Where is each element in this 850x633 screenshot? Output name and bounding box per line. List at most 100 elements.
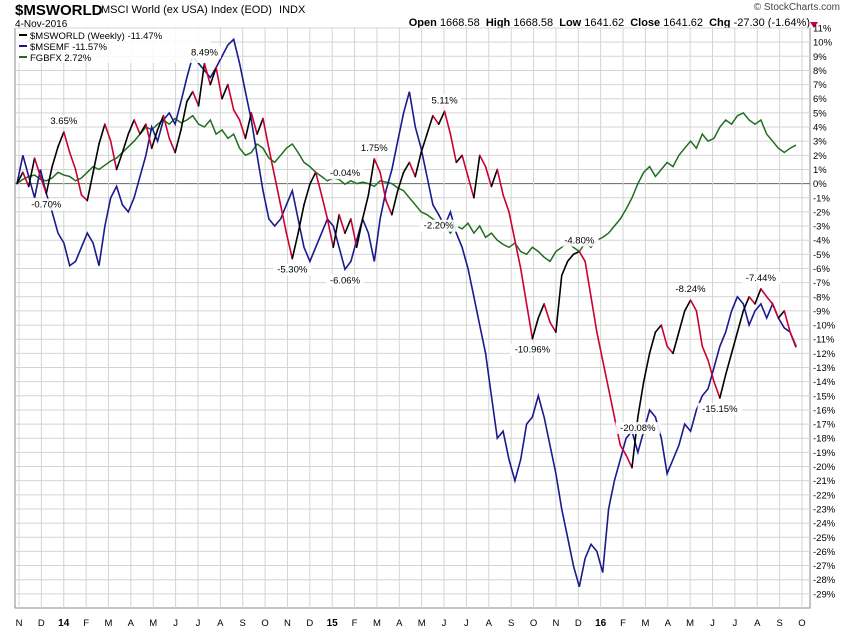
series-segment-msworld bbox=[338, 213, 346, 234]
series-segment-msworld bbox=[508, 211, 516, 241]
series-segment-msworld bbox=[121, 133, 130, 154]
low-label: Low bbox=[559, 17, 582, 29]
x-tick-label: F bbox=[620, 618, 626, 629]
series-segment-msworld bbox=[215, 66, 223, 100]
y-tick-label: -23% bbox=[813, 504, 836, 515]
down-arrow-icon bbox=[810, 22, 818, 28]
series-segment-msworld bbox=[519, 267, 528, 305]
series-segment-msworld bbox=[437, 110, 446, 125]
series-segment-msworld bbox=[197, 62, 206, 107]
y-tick-label: -28% bbox=[813, 575, 836, 586]
annotation-label: -0.04% bbox=[330, 168, 361, 179]
y-tick-label: -21% bbox=[813, 476, 836, 487]
x-tick-label: S bbox=[240, 618, 246, 629]
series-segment-msworld bbox=[250, 112, 258, 135]
annotation-label: 1.75% bbox=[361, 143, 388, 154]
series-segment-msworld bbox=[625, 454, 633, 469]
y-tick-label: -11% bbox=[813, 335, 835, 346]
annotation-label: -6.06% bbox=[330, 275, 361, 286]
y-tick-label: 7% bbox=[813, 80, 827, 91]
x-tick-label: 15 bbox=[327, 618, 339, 629]
series-segment-msworld bbox=[162, 114, 171, 140]
series-segment-msworld bbox=[221, 83, 229, 100]
series-segment-msworld bbox=[531, 317, 540, 340]
annotation-bg bbox=[357, 141, 391, 154]
annotation-bg bbox=[559, 234, 599, 247]
series-segment-msworld bbox=[361, 194, 370, 220]
series-segment-msworld bbox=[666, 345, 674, 355]
x-tick-label: N bbox=[16, 618, 23, 629]
series-segment-msworld bbox=[490, 168, 499, 188]
x-tick-label: J bbox=[733, 618, 738, 629]
series-segment-msworld bbox=[572, 250, 581, 256]
series-segment-msworld bbox=[754, 288, 762, 305]
x-tick-label: A bbox=[217, 618, 224, 629]
series-segment-msworld bbox=[672, 331, 680, 355]
series-segment-msworld bbox=[760, 288, 768, 298]
exchange-text: INDX bbox=[279, 4, 306, 16]
series-segment-msworld bbox=[115, 151, 124, 171]
series-segment-msworld bbox=[186, 90, 194, 103]
series-segment-msworld bbox=[426, 114, 434, 135]
legend-msemf-label: $MSEMF -11.57% bbox=[30, 42, 107, 53]
annotation-bg bbox=[187, 46, 221, 59]
series-line-msemf bbox=[16, 37, 797, 588]
y-tick-label: -22% bbox=[813, 490, 836, 501]
series-segment-msworld bbox=[443, 110, 452, 135]
x-tick-label: 14 bbox=[58, 618, 70, 629]
series-segment-msworld bbox=[80, 194, 89, 202]
series-segment-msworld bbox=[57, 131, 65, 148]
annotation-label: -8.24% bbox=[676, 284, 707, 295]
annotation-label: 5.11% bbox=[431, 95, 458, 106]
x-tick-label: 16 bbox=[595, 618, 607, 629]
series-segment-msworld bbox=[86, 171, 94, 202]
annotation-bg bbox=[428, 94, 462, 107]
series-segment-msworld bbox=[601, 359, 610, 390]
series-segment-msworld bbox=[455, 154, 463, 164]
annotation-label: -4.80% bbox=[564, 236, 595, 247]
series-segment-msworld bbox=[555, 274, 563, 333]
series-segment-msworld bbox=[191, 90, 200, 107]
series-segment-msworld bbox=[449, 133, 458, 164]
x-tick-label: J bbox=[464, 618, 469, 629]
series-segment-msworld bbox=[596, 331, 604, 362]
annotation-bg bbox=[510, 343, 555, 356]
series-segment-msworld bbox=[168, 137, 176, 154]
annotation-label: -15.15% bbox=[702, 404, 738, 415]
series-segment-msworld bbox=[402, 161, 411, 174]
high-value: 1668.58 bbox=[513, 17, 554, 29]
series-segment-msworld bbox=[63, 131, 71, 154]
y-tick-label: -25% bbox=[813, 533, 836, 544]
series-segment-msworld bbox=[320, 194, 329, 220]
index-description: MSCI World (ex USA) Index (EOD) INDX bbox=[101, 4, 305, 16]
plot-frame bbox=[14, 27, 811, 609]
y-tick-label: -6% bbox=[813, 264, 830, 275]
series-segment-msworld bbox=[279, 204, 288, 234]
series-segment-msworld bbox=[174, 129, 182, 154]
x-tick-label: J bbox=[442, 618, 447, 629]
series-segment-msworld bbox=[537, 303, 545, 319]
series-segment-msworld bbox=[461, 154, 469, 178]
x-tick-label: S bbox=[776, 618, 782, 629]
series-segment-msworld bbox=[414, 151, 422, 178]
series-segment-msworld bbox=[771, 303, 780, 319]
x-tick-label: D bbox=[306, 618, 313, 629]
y-tick-label: -27% bbox=[813, 561, 836, 572]
y-tick-label: 11% bbox=[813, 24, 832, 35]
y-tick-label: -18% bbox=[813, 434, 836, 445]
series-segment-msworld bbox=[420, 133, 428, 154]
x-tick-label: N bbox=[284, 618, 291, 629]
series-segment-msworld bbox=[262, 117, 270, 150]
series-segment-msworld bbox=[150, 129, 159, 150]
annotation-bg bbox=[615, 422, 661, 435]
series-segment-msworld bbox=[303, 183, 311, 206]
series-segment-msworld bbox=[560, 260, 569, 277]
annotation-bg bbox=[26, 198, 66, 211]
annotation-bg bbox=[272, 263, 312, 276]
annotation-bg bbox=[697, 402, 743, 415]
open-label: Open bbox=[408, 17, 437, 29]
series-segment-msworld bbox=[473, 154, 481, 199]
y-tick-label: -3% bbox=[813, 222, 830, 233]
annotation-bg bbox=[671, 283, 710, 296]
series-segment-msworld bbox=[285, 232, 294, 260]
